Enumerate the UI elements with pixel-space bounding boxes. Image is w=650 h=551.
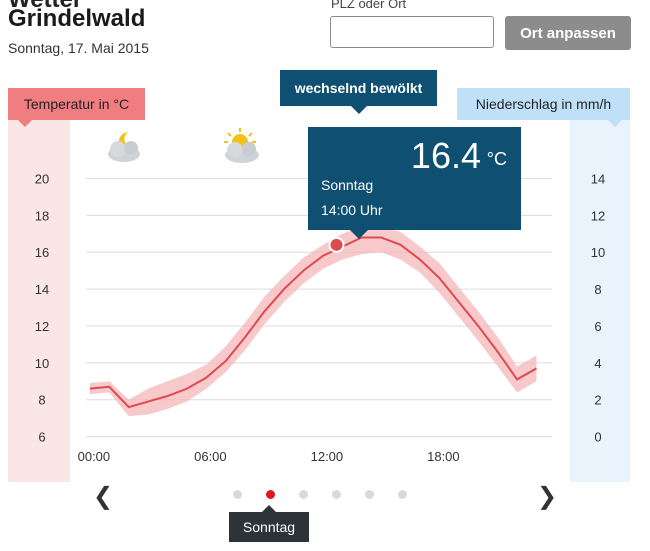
y-left-tick-label: 20	[35, 171, 49, 186]
x-tick-label: 00:00	[78, 449, 111, 464]
y-right-tick-label: 14	[591, 171, 605, 186]
y-right-tick-label: 0	[594, 430, 601, 445]
y-right-tick-label: 4	[594, 356, 601, 371]
prev-day-chevron-left-icon[interactable]: ❮	[93, 483, 114, 510]
temperature-line	[89, 236, 537, 409]
x-tick-label: 12:00	[311, 449, 344, 464]
y-left-tick-label: 10	[35, 356, 49, 371]
weather-icons	[108, 128, 259, 163]
chart-line-layer	[89, 236, 537, 409]
date-label: Sonntag, 17. Mai 2015	[8, 40, 149, 56]
active-day-label: Sonntag	[229, 505, 309, 542]
pager-dot[interactable]	[332, 490, 341, 499]
y-right-tick-label: 12	[591, 208, 605, 223]
tooltip-day: Sonntag	[321, 177, 374, 193]
x-tick-label: 18:00	[427, 449, 460, 464]
highlight-point[interactable]	[328, 236, 345, 253]
y-left-tick-label: 12	[35, 319, 49, 334]
tooltip-temperature-unit: °C	[486, 149, 507, 169]
ort-anpassen-button[interactable]: Ort anpassen	[505, 16, 631, 50]
y-left-tick-label: 6	[38, 430, 45, 445]
next-day-chevron-right-icon[interactable]: ❯	[537, 483, 558, 510]
y-right-tick-label: 10	[591, 245, 605, 260]
pager-dot[interactable]	[299, 490, 308, 499]
location-title: Grindelwald	[8, 5, 146, 32]
pager-dot[interactable]	[365, 490, 374, 499]
y-left-tick-label: 8	[38, 393, 45, 408]
temperature-axis-label: Temperatur in °C	[8, 88, 145, 127]
page-heading-top: Wetter	[8, 0, 82, 14]
moon-cloud-icon	[108, 132, 140, 162]
precipitation-axis-label: Niederschlag in mm/h	[457, 88, 630, 127]
plz-input[interactable]	[330, 16, 494, 48]
weather-condition-tag: wechselnd bewölkt	[280, 70, 437, 114]
y-left-tick-label: 18	[35, 208, 49, 223]
pager-dot[interactable]	[398, 490, 407, 499]
y-right-tick-label: 2	[594, 393, 601, 408]
chart-band-layer	[89, 226, 537, 417]
pager-dot[interactable]	[266, 490, 275, 499]
chart-tick-layer: 20 14 18 12 16 10 14 8 12 6 10 4 8 2 6 0 00:00 06:00 12:00…	[35, 171, 605, 464]
temperature-tooltip: 16.4 °C Sonntag 14:00 Uhr	[308, 127, 521, 239]
y-right-tick-label: 8	[594, 282, 601, 297]
y-left-tick-label: 16	[35, 245, 49, 260]
x-tick-label: 06:00	[194, 449, 227, 464]
pager-dot[interactable]	[233, 490, 242, 499]
sun-cloud-icon	[224, 128, 259, 163]
y-right-tick-label: 6	[594, 319, 601, 334]
precipitation-axis-strip	[570, 120, 630, 482]
temperature-axis-strip	[8, 120, 70, 482]
plz-label: PLZ oder Ort	[331, 0, 407, 11]
temperature-range-band	[89, 226, 537, 417]
tooltip-temperature-value: 16.4	[410, 135, 481, 176]
tooltip-time: 14:00 Uhr	[321, 202, 383, 218]
y-left-tick-label: 14	[35, 282, 49, 297]
